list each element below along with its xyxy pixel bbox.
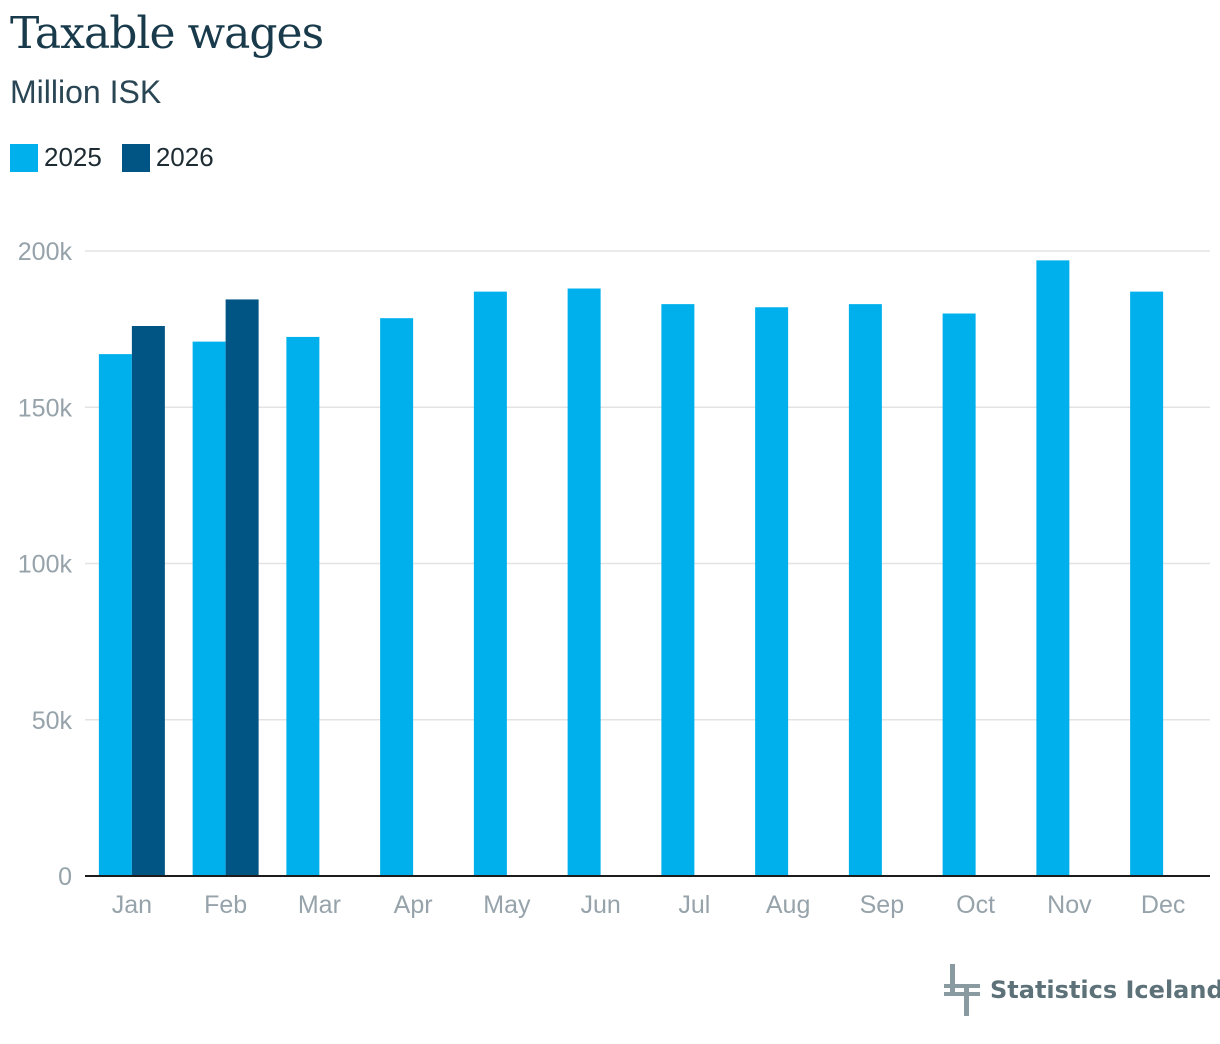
x-tick-label: Dec — [1141, 891, 1185, 919]
legend-item-2025[interactable]: 2025 — [10, 142, 102, 173]
x-tick-label: Feb — [204, 891, 247, 919]
brand-name: Statistics Iceland — [990, 976, 1220, 1004]
x-tick-label: Jul — [678, 891, 710, 919]
x-tick-label: Oct — [956, 891, 995, 919]
x-tick-label: Apr — [394, 891, 433, 919]
bar-2025-sep[interactable] — [848, 304, 882, 876]
x-tick-label: Nov — [1047, 891, 1092, 919]
statistics-iceland-logo-icon — [944, 964, 980, 1016]
x-tick-label: Mar — [298, 891, 341, 919]
legend-swatch-2026 — [121, 143, 150, 172]
chart-title: Taxable wages — [10, 8, 324, 59]
legend-swatch-2025 — [10, 143, 38, 172]
legend-label-2026: 2026 — [155, 142, 214, 172]
bar-2026-jan[interactable] — [131, 326, 165, 876]
x-tick-label: Aug — [766, 891, 810, 919]
bar-2025-jun[interactable] — [567, 288, 601, 877]
y-tick-label: 100k — [18, 551, 73, 579]
bar-2025-oct[interactable] — [942, 313, 976, 877]
legend-label-2025: 2025 — [44, 142, 102, 172]
y-tick-label: 0 — [58, 863, 72, 891]
x-tick-label: Jun — [580, 891, 620, 919]
bar-2025-apr[interactable] — [380, 318, 414, 876]
bar-2025-may[interactable] — [473, 291, 507, 876]
y-tick-label: 200k — [18, 238, 73, 266]
bar-2026-feb[interactable] — [225, 299, 259, 876]
bar-2025-dec[interactable] — [1130, 291, 1164, 876]
x-tick-label: May — [483, 891, 531, 919]
x-tick-label: Jan — [112, 891, 152, 919]
legend: 2025 2026 — [10, 142, 234, 173]
y-tick-label: 50k — [32, 707, 73, 735]
chart-subtitle: Million ISK — [10, 74, 162, 110]
bar-2025-nov[interactable] — [1036, 260, 1070, 876]
x-tick-label: Sep — [860, 891, 904, 919]
y-tick-label: 150k — [18, 394, 73, 422]
legend-item-2026[interactable]: 2026 — [121, 142, 214, 173]
bar-2025-mar[interactable] — [286, 336, 320, 876]
bar-2025-feb[interactable] — [192, 341, 226, 876]
bar-2025-jan[interactable] — [98, 354, 132, 876]
bar-2025-aug[interactable] — [755, 307, 789, 876]
brand: Statistics Iceland — [944, 964, 1220, 1016]
bar-2025-jul[interactable] — [661, 304, 695, 876]
